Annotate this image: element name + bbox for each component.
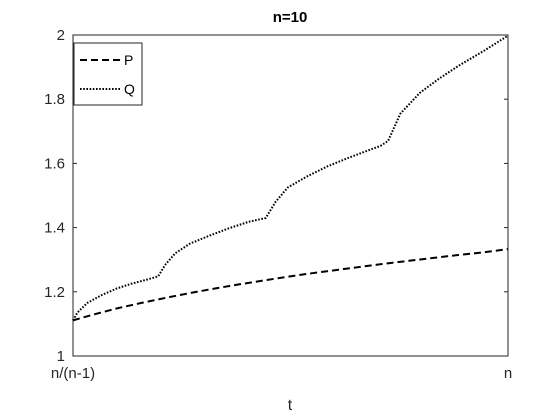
y-tick-label: 1.6	[44, 155, 65, 172]
series-layer	[72, 34, 509, 322]
series-line-p	[72, 248, 509, 322]
y-tick-label: 1.8	[44, 91, 65, 108]
x-axis: n/(n-1) n	[51, 35, 512, 382]
y-tick-label: 1.2	[44, 284, 65, 301]
x-axis-label: t	[288, 397, 293, 414]
series-line-q	[72, 34, 509, 321]
legend-label: P	[124, 52, 133, 68]
y-tick-label: 1	[57, 348, 65, 365]
chart-title: n=10	[273, 9, 308, 26]
x-tick-label: n/(n-1)	[51, 365, 95, 382]
x-tick-label: n	[504, 365, 512, 382]
legend-label: Q	[124, 81, 135, 97]
legend: PQ	[73, 42, 143, 106]
y-axis: 1 1.2 1.4 1.6 1.8 2	[44, 27, 508, 365]
legend-box	[73, 42, 143, 106]
y-tick-label: 1.4	[44, 220, 65, 237]
y-tick-label: 2	[57, 27, 65, 44]
plot-area	[72, 34, 509, 357]
